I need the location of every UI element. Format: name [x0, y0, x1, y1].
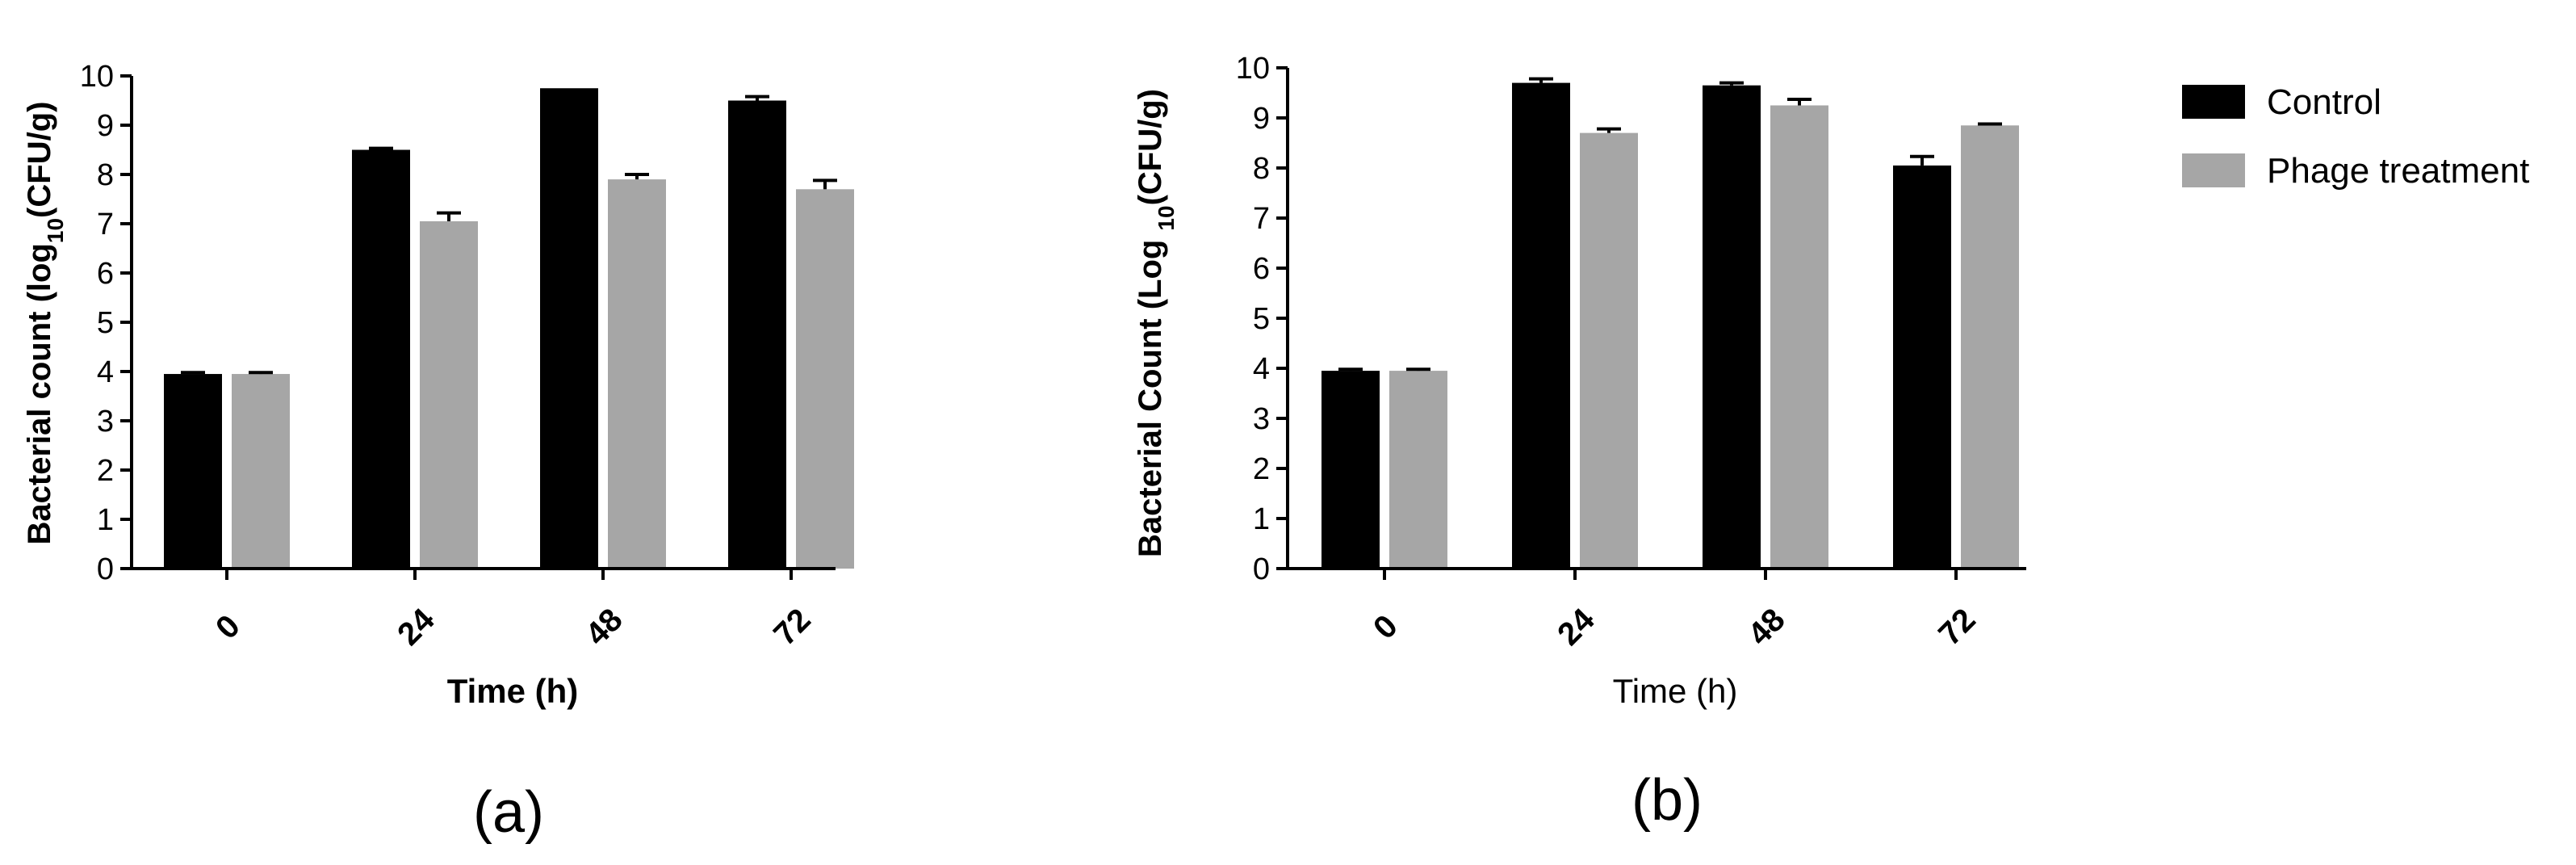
bar-control-0: [164, 374, 222, 569]
bar-phage-treatment-0: [232, 374, 290, 569]
legend-item-control: Control: [2182, 82, 2381, 122]
legend-swatch-control: [2182, 85, 2245, 119]
y-tick-label-9: 9: [1253, 102, 1270, 136]
y-axis-label-subscript: 10: [43, 218, 68, 243]
legend-label-control: Control: [2267, 82, 2381, 122]
y-tick-label-1: 1: [1253, 502, 1270, 536]
y-tick-label-0: 0: [1253, 552, 1270, 586]
x-axis-label: Time (h): [1613, 672, 1738, 710]
y-tick-label-4: 4: [97, 355, 114, 389]
bar-phage-treatment-24: [1580, 132, 1638, 569]
legend-label-phage-treatment: Phage treatment: [2267, 151, 2529, 191]
y-tick-label-8: 8: [97, 158, 114, 192]
bar-phage-treatment-48: [1770, 105, 1828, 569]
bar-control-24: [1512, 82, 1570, 569]
y-tick-label-6: 6: [1253, 252, 1270, 286]
y-tick-label-6: 6: [97, 257, 114, 291]
y-tick-label-3: 3: [1253, 402, 1270, 436]
x-tick-label-24: 24: [391, 602, 442, 653]
chart-panel-a: Bacterial count (log10(CFU/g) Time (h) 0…: [22, 60, 854, 845]
y-tick-label-8: 8: [1253, 152, 1270, 186]
y-tick-label-7: 7: [1253, 202, 1270, 236]
x-tick-label-48: 48: [1741, 602, 1792, 653]
y-axis-label: Bacterial count (log10(CFU/g): [22, 102, 68, 545]
bar-control-48: [540, 88, 598, 569]
y-tick-label-3: 3: [97, 405, 114, 439]
x-tick-label-72: 72: [1932, 602, 1983, 653]
y-axis-label-main: Bacterial Count (Log: [1133, 231, 1168, 557]
x-axis-label: Time (h): [447, 672, 579, 710]
x-tick-label-72: 72: [767, 602, 818, 653]
bar-control-48: [1703, 85, 1761, 569]
y-axis-label-unit: (CFU/g): [1133, 89, 1168, 205]
bar-control-72: [728, 100, 786, 569]
svg-text:Bacterial count (log10(CFU/g): Bacterial count (log10(CFU/g): [22, 102, 68, 545]
plot-area-b: 0 24 48 72 0 1 2 3 4 5 6 7 8 9 10: [1236, 52, 2026, 653]
bar-phage-treatment-48: [608, 179, 666, 569]
y-tick-label-4: 4: [1253, 352, 1270, 386]
legend-item-phage-treatment: Phage treatment: [2182, 151, 2529, 191]
x-tick-label-0: 0: [209, 608, 247, 646]
y-tick-label-2: 2: [97, 454, 114, 488]
y-tick-label-10: 10: [1236, 52, 1270, 86]
y-tick-label-0: 0: [97, 552, 114, 586]
svg-text:Bacterial Count (Log 10(CFU/g): Bacterial Count (Log 10(CFU/g): [1133, 89, 1179, 557]
y-tick-label-5: 5: [97, 306, 114, 340]
bar-control-72: [1893, 165, 1951, 569]
bar-phage-treatment-24: [420, 220, 478, 569]
bar-control-24: [352, 149, 410, 569]
bar-phage-treatment-72: [1961, 125, 2019, 569]
y-tick-label-5: 5: [1253, 302, 1270, 336]
chart-panel-b: Bacterial Count (Log 10(CFU/g) Time (h) …: [1133, 52, 2026, 833]
y-axis-label-main: Bacterial count (log: [22, 243, 57, 544]
panel-label-b: (b): [1631, 768, 1703, 833]
legend-swatch-phage-treatment: [2182, 153, 2245, 187]
y-tick-label-7: 7: [97, 208, 114, 241]
y-tick-label-2: 2: [1253, 452, 1270, 486]
legend: Control Phage treatment: [2182, 82, 2529, 191]
bar-control-0: [1322, 371, 1380, 569]
y-tick-label-1: 1: [97, 503, 114, 537]
y-axis-label: Bacterial Count (Log 10(CFU/g): [1133, 89, 1179, 557]
x-tick-label-0: 0: [1367, 608, 1405, 646]
bar-phage-treatment-72: [796, 189, 854, 569]
y-axis-label-subscript: 10: [1154, 205, 1179, 230]
x-tick-label-24: 24: [1551, 602, 1602, 653]
y-tick-label-9: 9: [97, 109, 114, 143]
y-axis-label-unit: (CFU/g): [22, 102, 57, 218]
plot-area-a: 0 24 48 72 0 1 2 3 4 5 6 7 8 9 10: [80, 60, 854, 653]
y-tick-label-10: 10: [80, 60, 114, 94]
panel-label-a: (a): [473, 780, 544, 845]
bar-phage-treatment-0: [1389, 371, 1447, 569]
x-tick-label-48: 48: [579, 602, 630, 653]
